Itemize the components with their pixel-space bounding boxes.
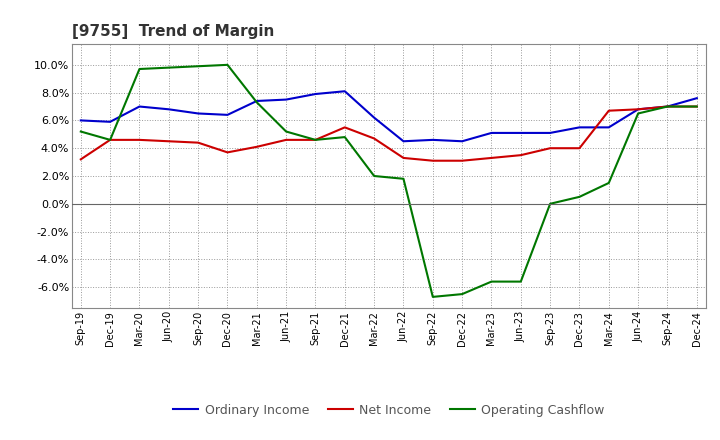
Ordinary Income: [76, 118, 85, 123]
Operating Cashflow: [106, 137, 114, 143]
Net Income: [634, 106, 642, 112]
Net Income: [693, 104, 701, 109]
Ordinary Income: [605, 125, 613, 130]
Operating Cashflow: [516, 279, 525, 284]
Ordinary Income: [253, 98, 261, 103]
Net Income: [487, 155, 496, 161]
Text: [9755]  Trend of Margin: [9755] Trend of Margin: [72, 24, 274, 39]
Ordinary Income: [164, 106, 173, 112]
Operating Cashflow: [223, 62, 232, 67]
Ordinary Income: [428, 137, 437, 143]
Ordinary Income: [194, 111, 202, 116]
Operating Cashflow: [341, 135, 349, 140]
Ordinary Income: [516, 130, 525, 136]
Ordinary Income: [693, 95, 701, 101]
Net Income: [282, 137, 290, 143]
Net Income: [605, 108, 613, 114]
Legend: Ordinary Income, Net Income, Operating Cashflow: Ordinary Income, Net Income, Operating C…: [168, 399, 609, 422]
Operating Cashflow: [605, 180, 613, 186]
Net Income: [341, 125, 349, 130]
Net Income: [253, 144, 261, 150]
Operating Cashflow: [370, 173, 379, 179]
Operating Cashflow: [194, 64, 202, 69]
Ordinary Income: [546, 130, 554, 136]
Net Income: [663, 104, 672, 109]
Net Income: [223, 150, 232, 155]
Net Income: [106, 137, 114, 143]
Ordinary Income: [458, 139, 467, 144]
Operating Cashflow: [282, 129, 290, 134]
Operating Cashflow: [399, 176, 408, 181]
Net Income: [399, 155, 408, 161]
Operating Cashflow: [487, 279, 496, 284]
Net Income: [194, 140, 202, 145]
Net Income: [311, 137, 320, 143]
Operating Cashflow: [663, 104, 672, 109]
Ordinary Income: [575, 125, 584, 130]
Net Income: [76, 157, 85, 162]
Net Income: [370, 136, 379, 141]
Net Income: [458, 158, 467, 163]
Line: Ordinary Income: Ordinary Income: [81, 91, 697, 141]
Net Income: [546, 146, 554, 151]
Ordinary Income: [223, 112, 232, 117]
Ordinary Income: [135, 104, 144, 109]
Net Income: [135, 137, 144, 143]
Net Income: [516, 153, 525, 158]
Line: Net Income: Net Income: [81, 106, 697, 161]
Operating Cashflow: [458, 291, 467, 297]
Line: Operating Cashflow: Operating Cashflow: [81, 65, 697, 297]
Ordinary Income: [106, 119, 114, 125]
Operating Cashflow: [76, 129, 85, 134]
Operating Cashflow: [634, 111, 642, 116]
Net Income: [575, 146, 584, 151]
Ordinary Income: [663, 104, 672, 109]
Operating Cashflow: [546, 201, 554, 206]
Net Income: [428, 158, 437, 163]
Operating Cashflow: [164, 65, 173, 70]
Operating Cashflow: [253, 100, 261, 105]
Ordinary Income: [370, 115, 379, 120]
Ordinary Income: [282, 97, 290, 102]
Operating Cashflow: [575, 194, 584, 199]
Ordinary Income: [311, 92, 320, 97]
Operating Cashflow: [693, 104, 701, 109]
Ordinary Income: [399, 139, 408, 144]
Ordinary Income: [341, 88, 349, 94]
Operating Cashflow: [428, 294, 437, 300]
Net Income: [164, 139, 173, 144]
Ordinary Income: [487, 130, 496, 136]
Operating Cashflow: [135, 66, 144, 72]
Ordinary Income: [634, 106, 642, 112]
Operating Cashflow: [311, 137, 320, 143]
